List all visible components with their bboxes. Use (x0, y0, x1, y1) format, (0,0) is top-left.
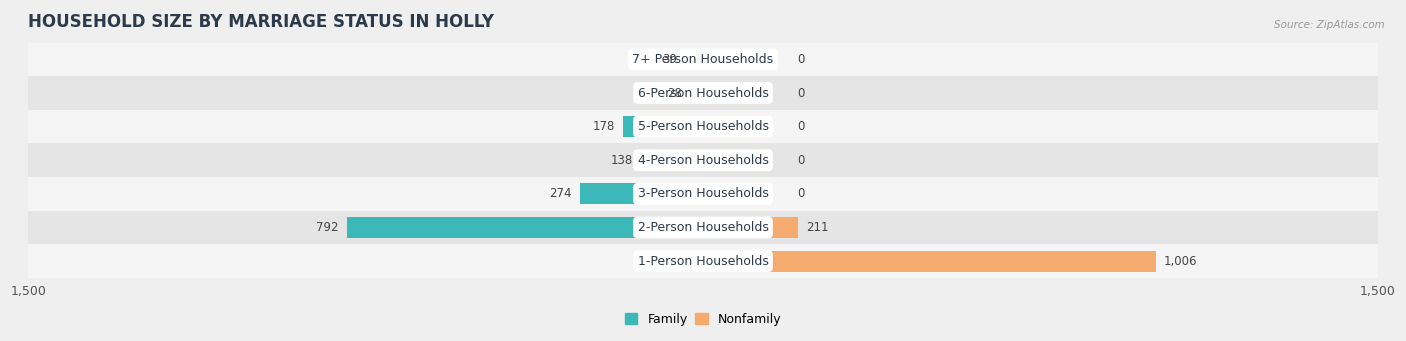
Text: 39: 39 (662, 53, 678, 66)
Text: 1,006: 1,006 (1164, 255, 1198, 268)
Bar (690, 83, 703, 103)
Text: 792: 792 (316, 221, 339, 234)
Text: 2-Person Households: 2-Person Households (637, 221, 769, 234)
Bar (28, 177, 1378, 211)
Bar (703, 217, 799, 238)
Bar (28, 244, 1378, 278)
Text: 28: 28 (668, 87, 682, 100)
Text: 274: 274 (550, 188, 572, 201)
Text: 211: 211 (806, 221, 828, 234)
Text: 7+ Person Households: 7+ Person Households (633, 53, 773, 66)
Text: 0: 0 (797, 53, 804, 66)
Bar (28, 144, 1378, 177)
Bar (28, 211, 1378, 244)
Text: 6-Person Households: 6-Person Households (637, 87, 769, 100)
Bar (623, 116, 703, 137)
Bar (579, 183, 703, 204)
Bar (28, 76, 1378, 110)
Text: 3-Person Households: 3-Person Households (637, 188, 769, 201)
Text: 0: 0 (797, 154, 804, 167)
Legend: Family, Nonfamily: Family, Nonfamily (624, 313, 782, 326)
Text: 5-Person Households: 5-Person Households (637, 120, 769, 133)
Text: Source: ZipAtlas.com: Source: ZipAtlas.com (1274, 20, 1385, 30)
Bar (703, 251, 1156, 271)
Text: 4-Person Households: 4-Person Households (637, 154, 769, 167)
Text: HOUSEHOLD SIZE BY MARRIAGE STATUS IN HOLLY: HOUSEHOLD SIZE BY MARRIAGE STATUS IN HOL… (28, 13, 494, 31)
Bar (686, 49, 703, 70)
Text: 0: 0 (797, 188, 804, 201)
Text: 0: 0 (797, 120, 804, 133)
Text: 0: 0 (797, 87, 804, 100)
Bar (641, 150, 703, 171)
Text: 178: 178 (592, 120, 614, 133)
Bar (347, 217, 703, 238)
Bar (28, 110, 1378, 144)
Bar (28, 43, 1378, 76)
Text: 138: 138 (610, 154, 633, 167)
Text: 1-Person Households: 1-Person Households (637, 255, 769, 268)
